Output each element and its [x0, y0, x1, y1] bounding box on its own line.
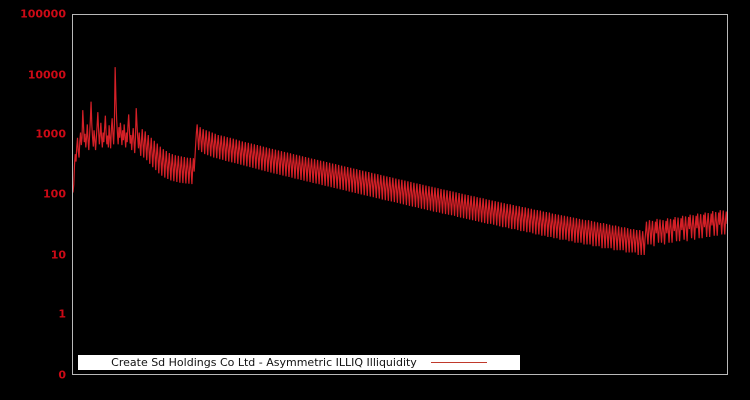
y-axis-tick-label: 0: [58, 368, 66, 382]
series-illiq-line: [73, 67, 727, 256]
y-axis-tick-label: 1000: [35, 127, 66, 141]
y-axis-tick-label: 1: [58, 307, 66, 321]
y-axis-tick-label: 10000: [27, 68, 66, 82]
plot-area: [72, 14, 728, 375]
plot-inner: [73, 15, 727, 374]
legend-line-swatch: [430, 362, 487, 363]
y-axis-tick-label: 10: [50, 248, 66, 262]
legend-entry-label: Create Sd Holdings Co Ltd - Asymmetric I…: [111, 356, 417, 369]
y-axis: 100000 10000 1000 100 10 1 0: [0, 0, 72, 400]
y-axis-tick-label: 100000: [20, 7, 66, 21]
y-axis-tick-label: 100: [43, 187, 66, 201]
chart-legend: Create Sd Holdings Co Ltd - Asymmetric I…: [78, 355, 520, 370]
